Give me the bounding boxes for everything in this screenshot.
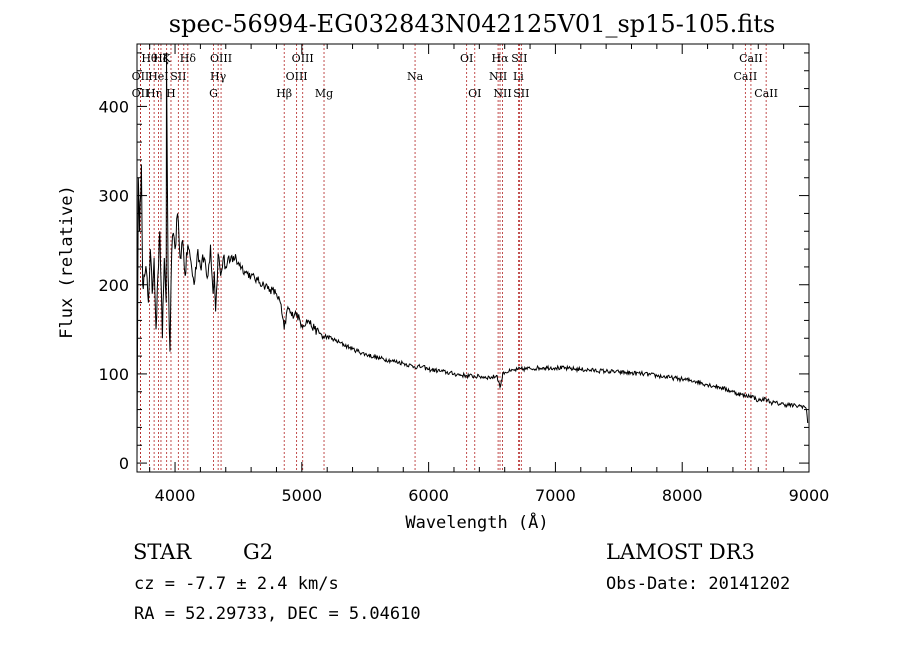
spectral-line-label: SII <box>511 52 527 65</box>
spectral-line-label: CaII <box>734 70 758 83</box>
spectrum-trace <box>136 52 809 459</box>
spectral-line-label: K <box>163 52 172 65</box>
spectral-line-label: OIII <box>210 52 232 65</box>
survey-label: LAMOST DR3 <box>606 540 755 564</box>
y-tick-label: 0 <box>119 454 129 473</box>
x-tick-label: 7000 <box>535 486 576 505</box>
spectral-line-label: Hη <box>146 87 162 100</box>
chart-title: spec-56994-EG032843N042125V01_sp15-105.f… <box>169 10 775 38</box>
x-tick-label: 8000 <box>662 486 703 505</box>
spectral-line-label: CaII <box>739 52 763 65</box>
spectral-line-label: SII <box>513 87 529 100</box>
spectral-line-label: NII <box>493 87 511 100</box>
spectral-line-label: G <box>209 87 218 100</box>
x-axis-label: Wavelength (Å) <box>405 511 548 533</box>
spectral-line-label: Hγ <box>210 70 227 83</box>
y-tick-label: 300 <box>98 187 129 206</box>
spectral-line-label: OIII <box>286 70 308 83</box>
spectral-line-label: Hα <box>491 52 509 65</box>
spectral-line-label: OI <box>460 52 473 65</box>
spectral-line-label: Hδ <box>180 52 197 65</box>
y-tick-label: 200 <box>98 276 129 295</box>
spectral-line-label: Hβ <box>276 87 292 100</box>
spectral-line-label: OI <box>468 87 481 100</box>
spectral-line-label: OII <box>132 70 150 83</box>
observation-date: Obs-Date: 20141202 <box>606 574 791 594</box>
y-tick-label: 100 <box>98 365 129 384</box>
spectral-line-label: OIII <box>292 52 314 65</box>
spectral-line-label: Mg <box>315 87 333 100</box>
spectral-line-label: CaII <box>754 87 778 100</box>
spectral-line-label: Na <box>407 70 424 83</box>
coordinates: RA = 52.29733, DEC = 5.04610 <box>134 604 421 624</box>
spectral-line-label: H <box>166 87 176 100</box>
y-tick-label: 400 <box>98 97 129 116</box>
spectral-line-label: Li <box>513 70 524 83</box>
x-tick-label: 9000 <box>789 486 830 505</box>
spectral-line-label: NII <box>489 70 507 83</box>
spectral-line-label: HeI <box>148 70 168 83</box>
object-class: STAR <box>133 540 192 564</box>
plot-frame <box>136 43 810 473</box>
x-tick-label: 4000 <box>155 486 196 505</box>
redshift-cz: cz = -7.7 ± 2.4 km/s <box>134 574 339 594</box>
spectral-line-label: Hζ <box>153 52 169 65</box>
x-tick-label: 5000 <box>281 486 322 505</box>
spectral-subclass: G2 <box>243 540 274 564</box>
x-tick-label: 6000 <box>408 486 449 505</box>
spectral-line-label: SII <box>170 70 186 83</box>
y-axis-label: Flux (relative) <box>57 185 77 339</box>
